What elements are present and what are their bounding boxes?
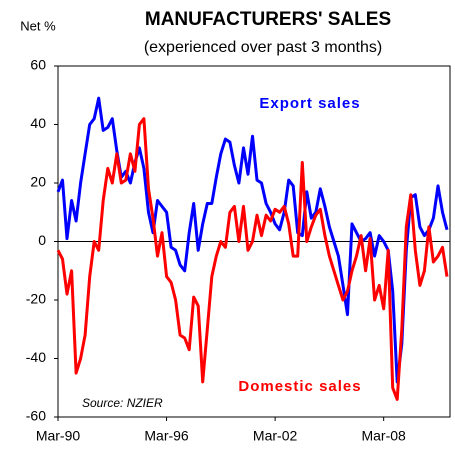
- chart-subtitle: (experienced over past 3 months): [144, 39, 382, 56]
- y-tick-label: 0: [38, 232, 46, 248]
- x-tick-label: Mar-90: [36, 428, 81, 444]
- y-tick-label: -40: [26, 349, 46, 365]
- chart-title: MANUFACTURERS' SALES: [145, 9, 391, 30]
- x-tick-label: Mar-96: [144, 428, 189, 444]
- y-tick-label: 40: [30, 115, 46, 131]
- annotation: Source: NZIER: [82, 396, 163, 410]
- y-axis-label: Net %: [20, 18, 56, 33]
- data-line: [56, 96, 449, 384]
- x-tick-label: Mar-08: [361, 428, 406, 444]
- x-tick-label: Mar-02: [253, 428, 298, 444]
- y-tick-label: -20: [26, 291, 46, 307]
- data-line: [56, 117, 449, 401]
- y-tick-label: -60: [26, 408, 46, 424]
- y-tick-label: 20: [30, 174, 46, 190]
- annotation: Domestic sales: [238, 378, 361, 395]
- y-tick-label: 60: [30, 57, 46, 73]
- annotation: Export sales: [259, 95, 360, 112]
